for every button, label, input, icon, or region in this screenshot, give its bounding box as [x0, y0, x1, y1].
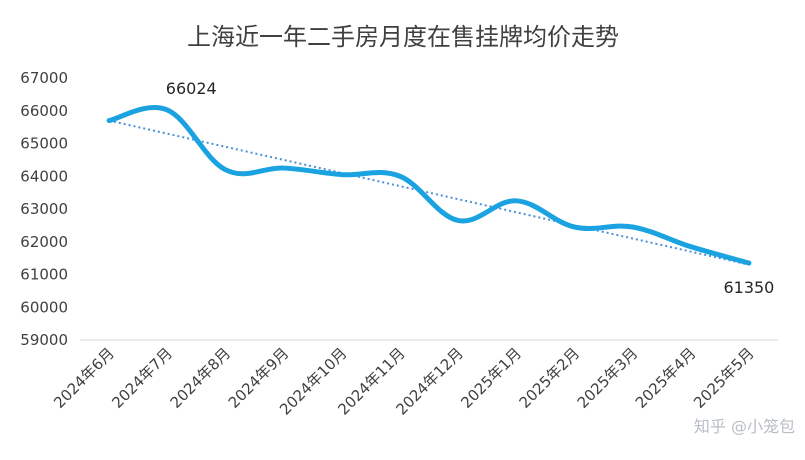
x-axis-ticks: 2024年6月2024年7月2024年8月2024年9月2024年10月2024…: [50, 344, 758, 418]
data-label: 66024: [166, 79, 217, 98]
y-tick-label: 60000: [20, 298, 68, 316]
y-tick-label: 67000: [20, 69, 68, 87]
chart-title: 上海近一年二手房月度在售挂牌均价走势: [187, 23, 619, 51]
data-points: [107, 107, 752, 265]
data-point: [397, 174, 402, 179]
x-tick-label: 2024年7月: [108, 344, 176, 412]
x-tick-label: 2025年4月: [632, 344, 700, 412]
x-tick-label: 2025年3月: [574, 344, 642, 412]
y-tick-label: 61000: [20, 266, 68, 284]
data-point: [223, 167, 228, 172]
y-tick-label: 62000: [20, 233, 68, 251]
data-point: [339, 172, 344, 177]
data-point: [572, 225, 577, 230]
series-line: [106, 105, 752, 266]
data-label: 61350: [723, 278, 774, 297]
trend-line: [108, 119, 750, 266]
x-tick-label: 2024年6月: [50, 344, 118, 412]
x-tick-label: 2025年5月: [690, 344, 758, 412]
y-axis-ticks: 59000 60000 61000 62000 63000 64000 65000 66000…: [20, 69, 68, 349]
y-tick-label: 63000: [20, 200, 68, 218]
data-point: [165, 107, 170, 112]
y-tick-label: 66000: [20, 102, 68, 120]
data-point: [514, 198, 519, 203]
watermark: 知乎 @小笼包: [694, 417, 795, 436]
data-labels: 66024 61350: [166, 79, 775, 297]
x-tick-label: 2025年2月: [516, 344, 584, 412]
data-point: [688, 244, 693, 249]
data-point: [746, 261, 751, 266]
x-tick-label: 2024年8月: [167, 344, 235, 412]
y-tick-label: 64000: [20, 167, 68, 185]
data-point: [281, 166, 286, 171]
y-tick-label: 65000: [20, 135, 68, 153]
x-tick-label: 2025年1月: [457, 344, 525, 412]
y-tick-label: 59000: [20, 331, 68, 349]
data-point: [456, 218, 461, 223]
data-point: [630, 225, 635, 230]
data-point: [107, 118, 112, 123]
